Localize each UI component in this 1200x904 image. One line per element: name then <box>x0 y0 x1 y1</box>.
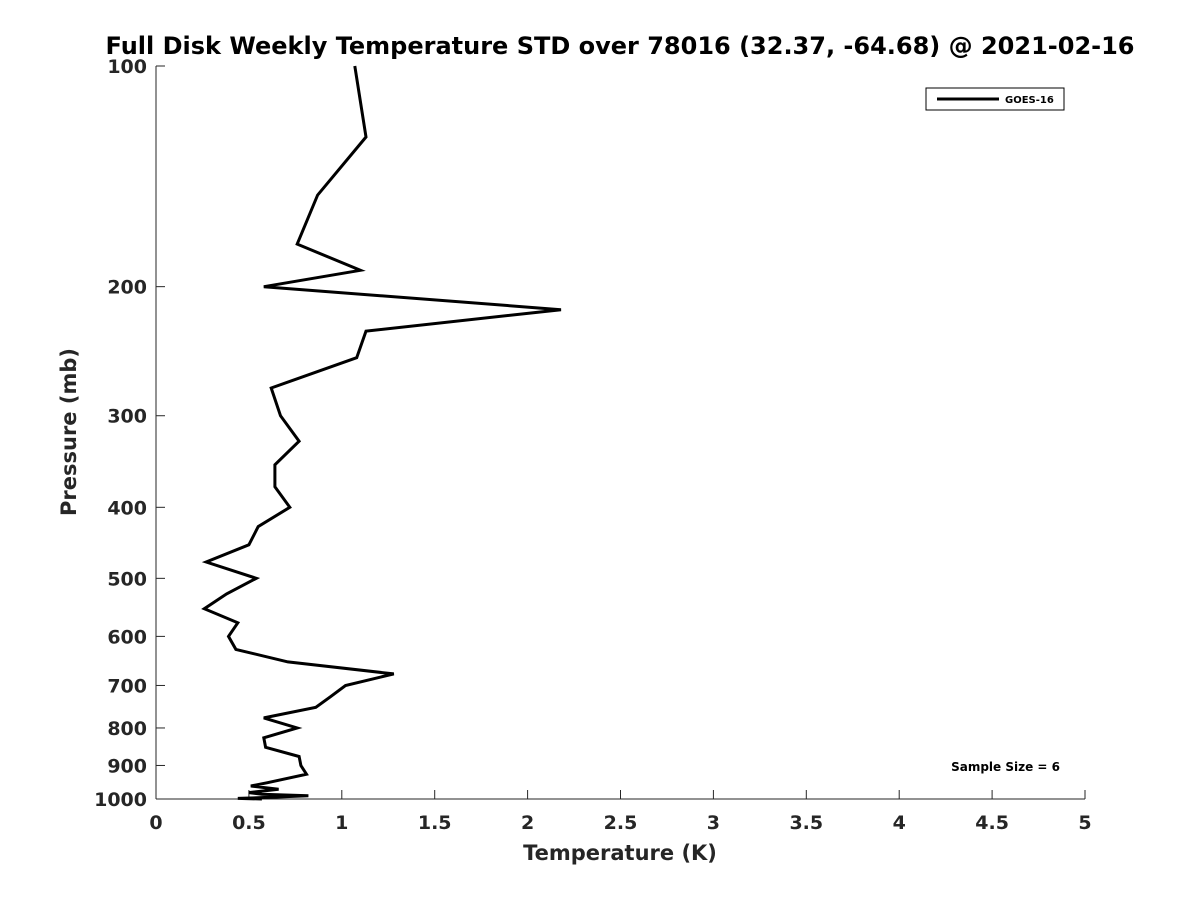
x-tick-label: 1.5 <box>418 812 452 834</box>
x-tick-label: 3.5 <box>789 812 823 834</box>
y-tick-label: 400 <box>107 497 147 519</box>
y-axis-label: Pressure (mb) <box>57 348 81 516</box>
x-tick-label: 1 <box>335 812 348 834</box>
sample-size-annotation: Sample Size = 6 <box>951 760 1060 774</box>
series-line-goes-16 <box>201 65 562 801</box>
legend-label: GOES-16 <box>1005 95 1054 106</box>
x-tick-label: 3 <box>707 812 720 834</box>
y-tick-label: 200 <box>107 277 147 299</box>
x-tick-label: 5 <box>1078 812 1091 834</box>
x-tick-label: 0.5 <box>232 812 266 834</box>
x-axis-label: Temperature (K) <box>523 841 717 865</box>
y-tick-label: 800 <box>107 718 147 740</box>
axes-group: 0 0.5 1 1.5 2 2.5 3 3.5 4 4.5 5 100 200 300 400 500 600 7… <box>94 56 1092 834</box>
legend: GOES-16 <box>925 87 1065 111</box>
x-tick-label: 2.5 <box>604 812 638 834</box>
x-tick-label: 4 <box>893 812 906 834</box>
y-tick-label: 1000 <box>94 789 147 811</box>
x-tick-label: 0 <box>149 812 162 834</box>
y-tick-label: 700 <box>107 675 147 697</box>
x-tick-label: 2 <box>521 812 534 834</box>
plot-group <box>201 65 562 801</box>
y-tick-label: 600 <box>107 626 147 648</box>
y-tick-label: 900 <box>107 755 147 777</box>
y-tick-label: 100 <box>107 56 147 78</box>
x-tick-label: 4.5 <box>975 812 1009 834</box>
y-tick-label: 300 <box>107 406 147 428</box>
y-tick-label: 500 <box>107 568 147 590</box>
chart-title: Full Disk Weekly Temperature STD over 78… <box>106 32 1135 60</box>
